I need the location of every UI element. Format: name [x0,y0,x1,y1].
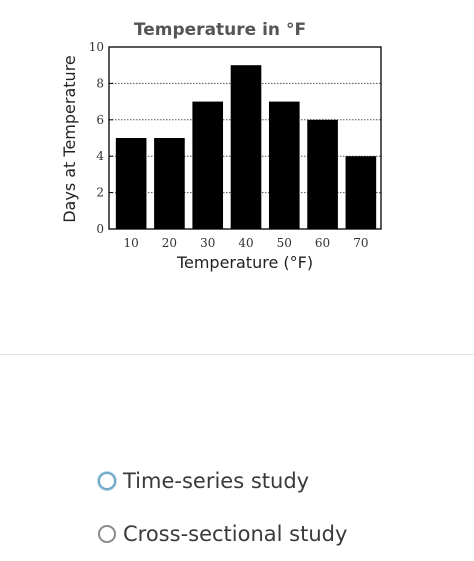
x-axis-label: Temperature (°F) [176,253,313,272]
y-tick-label-8: 8 [96,76,104,90]
y-tick-label-0: 0 [96,222,104,236]
bar-20 [154,138,185,229]
plot-frame [108,46,382,230]
y-tick-label-4: 4 [96,149,104,163]
y-tick-label-6: 6 [96,113,104,127]
x-tick-label-20: 20 [162,236,177,250]
x-tick-label-70: 70 [353,236,368,250]
bar-60 [307,119,338,229]
x-ticks: 10 20 30 40 50 60 70 [124,236,369,250]
option-label-time-series: Time-series study [123,469,310,493]
x-tick-label-40: 40 [238,236,253,250]
y-tick-label-10: 10 [89,40,104,54]
section-divider [0,354,474,355]
radio-time-series[interactable] [98,472,116,490]
bar-30 [192,101,224,229]
y-ticks: 0 2 4 6 8 10 [89,40,113,236]
y-axis-label: Days at Temperature [60,55,79,223]
radio-cross-sectional[interactable] [98,525,116,543]
option-cross-sectional[interactable]: Cross-sectional study [98,522,347,546]
x-tick-label-60: 60 [315,236,330,250]
bar-50 [268,101,300,229]
chart-title: Temperature in °F [134,20,306,40]
bars-group [115,65,377,229]
x-tick-label-30: 30 [200,236,215,250]
bar-chart: Temperature in °F 0 2 4 6 8 10 10 20 30 40 50 60 70… [60,20,382,272]
y-tick-label-2: 2 [96,186,104,200]
option-time-series[interactable]: Time-series study [98,469,309,493]
x-tick-label-10: 10 [124,236,139,250]
bar-10 [115,138,147,229]
bar-70 [345,156,377,229]
option-label-cross-sectional: Cross-sectional study [123,522,348,546]
bar-40 [230,65,262,229]
x-tick-label-50: 50 [277,236,292,250]
